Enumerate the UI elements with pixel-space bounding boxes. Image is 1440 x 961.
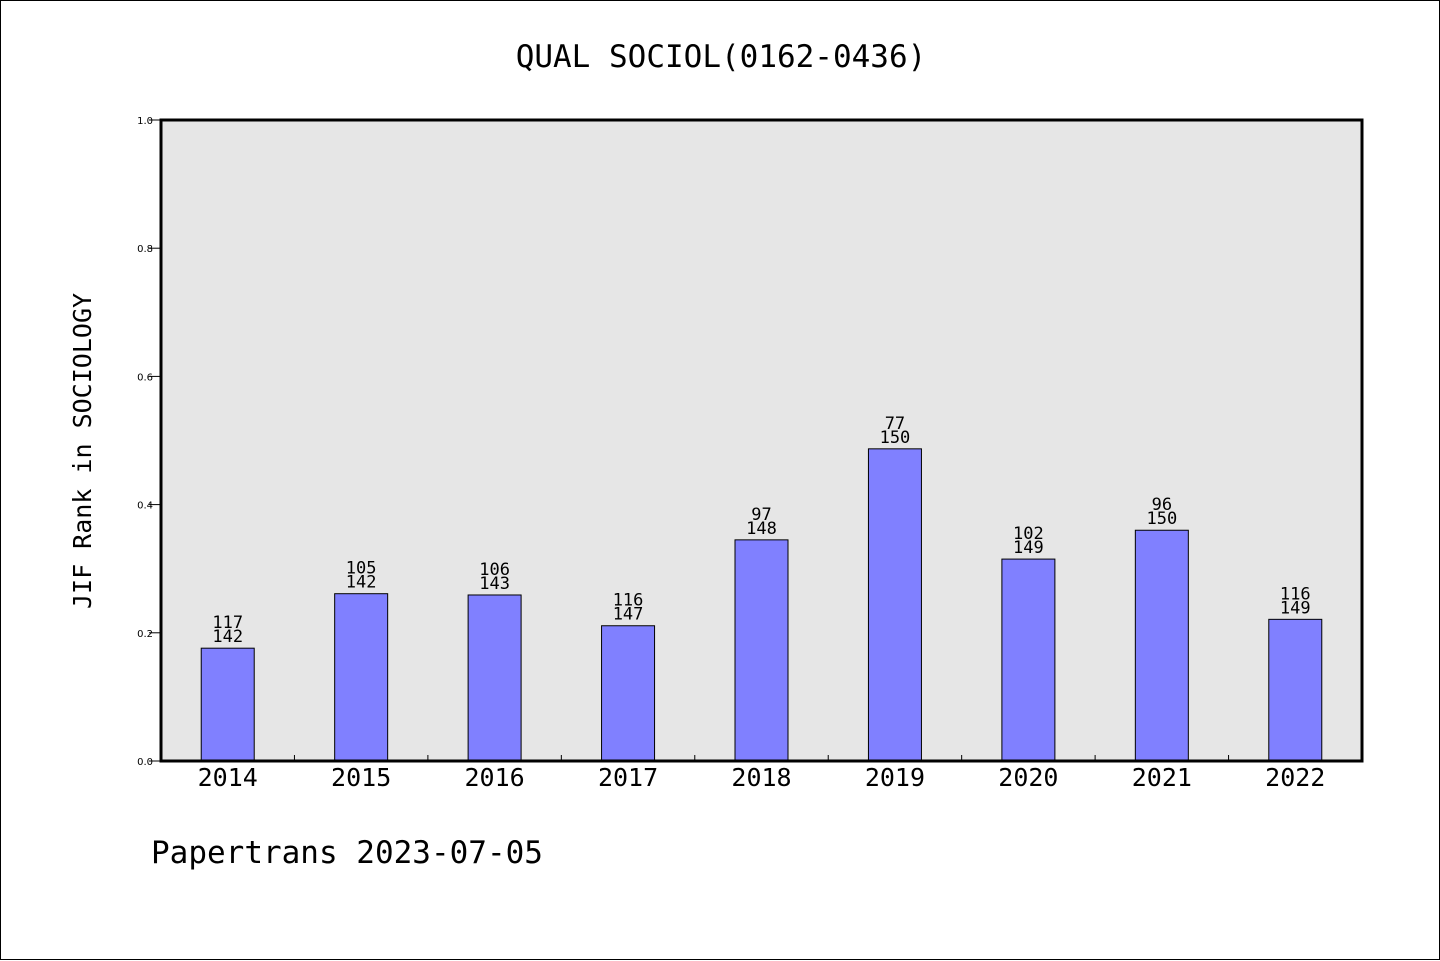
bar-total-label: 147 <box>613 605 644 625</box>
footer-watermark: Papertrans 2023-07-05 <box>151 835 543 871</box>
y-tick-label: 1.0 <box>137 116 153 127</box>
bar-rank-label: 116 <box>1280 584 1311 604</box>
bar-total-label: 148 <box>746 519 777 539</box>
x-tick-label: 2015 <box>331 763 391 792</box>
bar-rank-label: 106 <box>479 560 510 580</box>
bar-total-label: 150 <box>1146 509 1177 529</box>
bar-2016 <box>467 594 522 762</box>
bar-rank-label: 97 <box>751 505 771 525</box>
x-tick-label: 2019 <box>865 763 925 792</box>
y-tick-label: 0.4 <box>137 501 153 512</box>
bar-2015 <box>334 593 389 762</box>
bar-total-label: 149 <box>1013 538 1044 558</box>
x-tick-label: 2014 <box>198 763 258 792</box>
y-tick-label: 0.6 <box>137 372 153 383</box>
bar-total-label: 142 <box>346 573 377 593</box>
bar-rank-label: 102 <box>1013 524 1044 544</box>
x-tick-label: 2021 <box>1132 763 1192 792</box>
x-tick-label: 2016 <box>465 763 525 792</box>
bar-2014 <box>200 647 255 762</box>
x-tick-label: 2022 <box>1265 763 1325 792</box>
x-tick-label: 2018 <box>731 763 791 792</box>
plot-border <box>159 118 1364 763</box>
bar-2017 <box>601 625 656 762</box>
bar-2020 <box>1001 558 1056 762</box>
bar-2019 <box>867 448 922 762</box>
y-tick-label: 0.2 <box>137 629 153 640</box>
bar-rank-label: 105 <box>346 559 377 579</box>
x-tick-label: 2017 <box>598 763 658 792</box>
y-tick-label: 0.0 <box>137 757 153 768</box>
bar-rank-label: 96 <box>1152 495 1172 515</box>
chart-title: QUAL SOCIOL(0162-0436) <box>516 39 927 75</box>
bar-rank-label: 77 <box>885 414 905 434</box>
bar-total-label: 143 <box>479 574 510 594</box>
x-tick-label: 2020 <box>998 763 1058 792</box>
bar-2021 <box>1134 529 1189 762</box>
y-tick-label: 0.8 <box>137 244 153 255</box>
bar-total-label: 149 <box>1280 598 1311 618</box>
bar-2022 <box>1268 618 1323 762</box>
bar-rank-label: 117 <box>212 613 243 633</box>
bar-total-label: 142 <box>212 627 243 647</box>
bar-rank-label: 116 <box>613 591 644 611</box>
y-axis-label: JIF Rank in SOCIOLOGY <box>68 293 97 609</box>
bar-2018 <box>734 539 789 762</box>
bar-total-label: 150 <box>880 428 911 448</box>
